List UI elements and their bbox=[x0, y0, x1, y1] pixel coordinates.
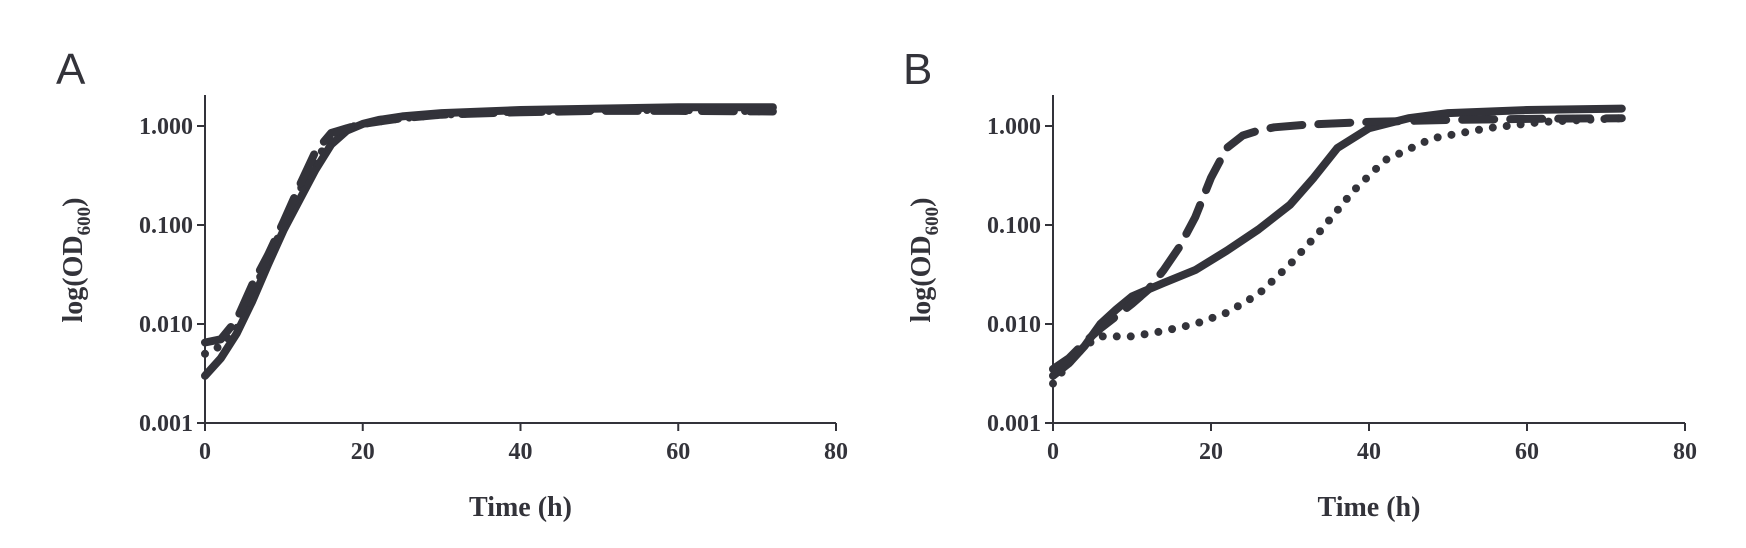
x-tick-label-a: 40 bbox=[509, 439, 533, 465]
x-tick-label-b: 40 bbox=[1357, 439, 1381, 465]
series-line-dotted-b bbox=[1049, 114, 1626, 388]
x-axis-title-b: Time (h) bbox=[1318, 492, 1421, 523]
x-tick-label-b: 80 bbox=[1673, 439, 1697, 465]
x-tick-label-a: 20 bbox=[351, 439, 375, 465]
y-tick-label-a: 0.001 bbox=[139, 411, 193, 437]
y-tick-label-b: 0.100 bbox=[987, 213, 1041, 239]
x-tick-label-b: 60 bbox=[1515, 439, 1539, 465]
y-axis-title-a: log(OD600) bbox=[58, 198, 95, 323]
series-line-solid-b bbox=[1049, 104, 1626, 380]
panel-label-a: A bbox=[56, 45, 86, 94]
series-line-solid-a bbox=[201, 103, 777, 380]
series-line-dashed-b bbox=[1049, 114, 1626, 374]
y-tick-label-a: 0.100 bbox=[139, 213, 193, 239]
x-tick-label-a: 0 bbox=[199, 439, 211, 465]
y-tick-label-b: 1.000 bbox=[987, 114, 1041, 140]
x-axis-title-a: Time (h) bbox=[469, 492, 572, 523]
y-tick-label-b: 0.001 bbox=[987, 411, 1041, 437]
x-tick-label-a: 60 bbox=[666, 439, 690, 465]
series-line-dashed-a bbox=[201, 106, 777, 347]
x-tick-label-b: 20 bbox=[1199, 439, 1223, 465]
panel-a: A 0.001 0.010 0.100 1.000 0 20 40 60 80 Time (h) lo… bbox=[56, 45, 848, 523]
y-axis-title-b: log(OD600) bbox=[906, 198, 943, 323]
panel-b: B 0.001 0.010 0.100 1.000 0 20 40 60 80 Time (h) lo… bbox=[903, 45, 1697, 523]
y-tick-label-a: 1.000 bbox=[139, 114, 193, 140]
y-tick-label-a: 0.010 bbox=[139, 312, 193, 338]
series-line-dotted-a bbox=[201, 106, 777, 358]
panel-label-b: B bbox=[903, 45, 932, 94]
x-tick-label-a: 80 bbox=[824, 439, 848, 465]
y-tick-label-b: 0.010 bbox=[987, 312, 1041, 338]
x-tick-label-b: 0 bbox=[1047, 439, 1059, 465]
